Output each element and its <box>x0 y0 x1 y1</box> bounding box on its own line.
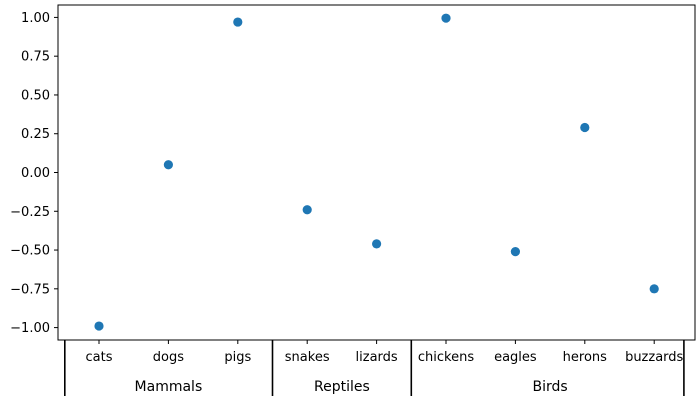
y-tick-label: 0.50 <box>21 88 50 103</box>
group-label: Mammals <box>135 379 203 395</box>
x-tick-label: buzzards <box>625 350 683 365</box>
x-tick-label: cats <box>86 350 113 365</box>
data-point <box>441 13 451 23</box>
data-point <box>510 246 520 257</box>
data-point <box>580 122 590 133</box>
plot-frame <box>57 4 696 341</box>
x-tick-label: eagles <box>494 350 537 365</box>
x-tick-label: snakes <box>285 350 330 365</box>
y-tick-label: −0.25 <box>10 205 50 220</box>
x-tick-label: dogs <box>153 350 184 365</box>
y-tick-label: 0.75 <box>21 50 50 65</box>
x-axis: cats dogs pigs snakes lizards chickens eagles h… <box>86 340 684 365</box>
y-tick-label: 0.25 <box>21 127 50 142</box>
y-tick-label: 1.00 <box>21 11 50 26</box>
y-tick-label: −0.75 <box>10 282 50 297</box>
y-tick-label: −0.50 <box>10 244 50 259</box>
x-tick-label: lizards <box>356 350 398 365</box>
data-point <box>163 160 173 170</box>
data-point <box>649 284 659 294</box>
y-tick-label: −1.00 <box>10 321 50 336</box>
x-tick-label: chickens <box>418 350 474 365</box>
group-label: Reptiles <box>314 379 370 395</box>
y-axis: −1.00 −0.75 −0.50 −0.25 0.00 0.25 0.50 0.75 1.00 <box>10 11 58 336</box>
plot-area <box>57 4 696 341</box>
x-tick-label: pigs <box>224 350 251 365</box>
data-point <box>233 17 243 27</box>
group-label: Birds <box>533 379 568 395</box>
x-tick-label: herons <box>563 350 607 365</box>
y-tick-label: 0.00 <box>21 166 50 181</box>
data-point <box>372 239 382 249</box>
data-point <box>94 321 104 331</box>
data-points <box>94 13 659 331</box>
data-point <box>302 205 312 215</box>
category-groups: Mammals Reptiles Birds <box>64 340 685 396</box>
